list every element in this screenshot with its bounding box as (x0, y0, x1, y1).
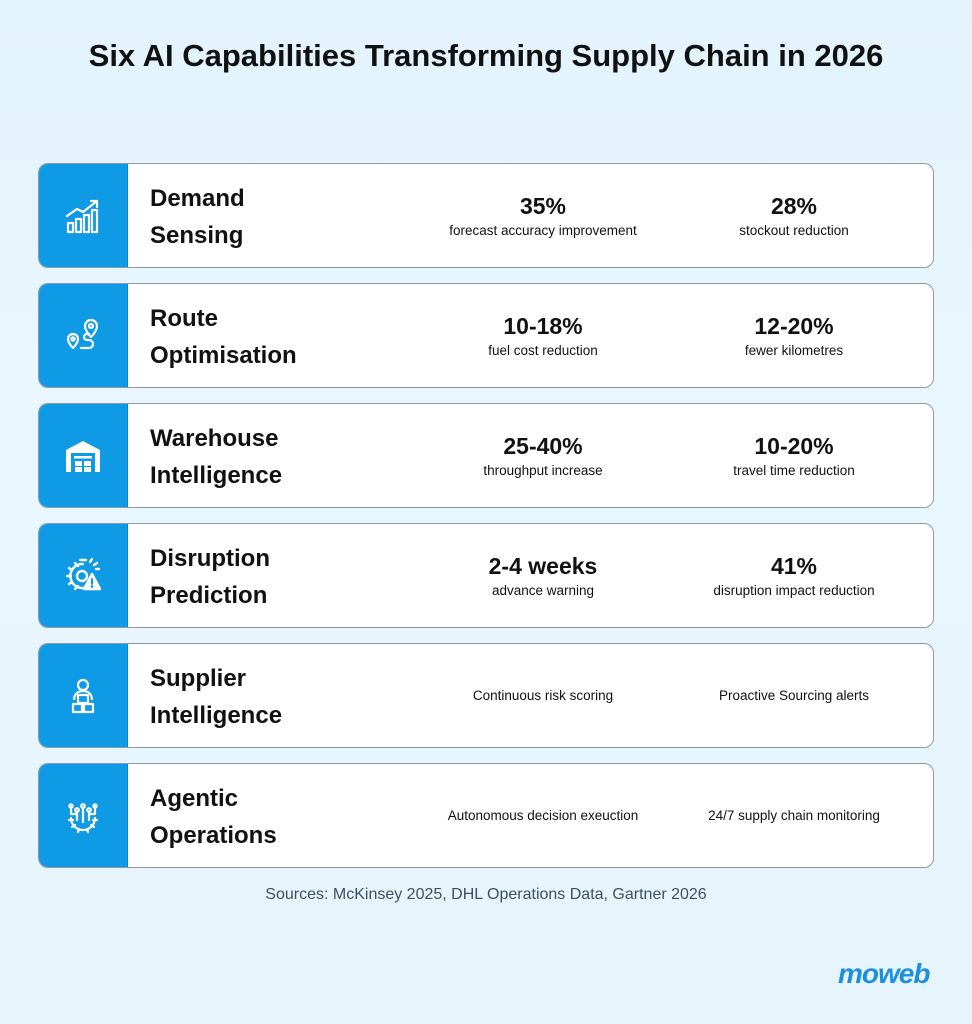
icon-panel (39, 164, 128, 267)
stat-primary: 25-40% throughput increase (413, 404, 673, 507)
stat-label: advance warning (491, 582, 595, 598)
icon-panel (39, 644, 128, 747)
capability-row-demand-sensing: Demand Sensing 35% forecast accuracy imp… (38, 163, 934, 268)
capability-name: Supplier Intelligence (150, 665, 283, 729)
stat-label: Continuous risk scoring (472, 688, 614, 703)
stat-value: 12-20% (754, 312, 834, 339)
stat-label: throughput increase (483, 462, 603, 478)
stat-primary: Continuous risk scoring (413, 644, 673, 747)
icon-panel (39, 764, 128, 867)
capability-name: Agentic Operations (150, 785, 277, 849)
icon-panel (39, 284, 128, 387)
stat-secondary: 24/7 supply chain monitoring (664, 764, 924, 867)
capability-row-route-optimisation: Route Optimisation 10-18% fuel cost redu… (38, 283, 934, 388)
growth-chart-icon (65, 199, 99, 233)
stat-primary: 35% forecast accuracy improvement (413, 164, 673, 267)
capability-list: Demand Sensing 35% forecast accuracy imp… (38, 163, 934, 883)
gear-warning-icon (65, 557, 102, 590)
route-pin-icon (66, 318, 99, 349)
brand-logo: moweb (838, 958, 930, 989)
capability-row-warehouse-intelligence: Warehouse Intelligence 25-40% throughput… (38, 403, 934, 508)
capability-name: Demand Sensing (150, 185, 245, 249)
stat-label: disruption impact reduction (713, 582, 875, 598)
stat-value: 25-40% (503, 432, 583, 459)
stat-secondary: Proactive Sourcing alerts (664, 644, 924, 747)
stat-secondary: 10-20% travel time reduction (664, 404, 924, 507)
capability-name: Warehouse Intelligence (150, 425, 283, 489)
capability-row-agentic-operations: Agentic Operations Autonomous decision e… (38, 763, 934, 868)
stat-label: Proactive Sourcing alerts (718, 688, 870, 703)
stat-value: 2-4 weeks (488, 552, 598, 579)
stat-primary: Autonomous decision exeuction (413, 764, 673, 867)
capability-name: Route Optimisation (150, 305, 297, 369)
stat-value: 10-18% (503, 312, 583, 339)
stat-value: 28% (770, 192, 818, 219)
stat-primary: 10-18% fuel cost reduction (413, 284, 673, 387)
icon-panel (39, 524, 128, 627)
page-title: Six AI Capabilities Transforming Supply … (88, 38, 884, 73)
stat-label: Autonomous decision exeuction (447, 808, 639, 823)
stat-secondary: 28% stockout reduction (664, 164, 924, 267)
stat-secondary: 41% disruption impact reduction (664, 524, 924, 627)
stat-primary: 2-4 weeks advance warning (413, 524, 673, 627)
stat-label: fuel cost reduction (488, 342, 598, 358)
icon-panel (39, 404, 128, 507)
stat-label: stockout reduction (739, 222, 849, 238)
warehouse-icon (66, 440, 100, 472)
capability-row-disruption-prediction: Disruption Prediction 2-4 weeks advance … (38, 523, 934, 628)
stat-label: forecast accuracy improvement (449, 222, 637, 238)
ai-gear-icon (67, 802, 99, 833)
stat-value: 10-20% (754, 432, 834, 459)
sources-footnote: Sources: McKinsey 2025, DHL Operations D… (265, 886, 707, 903)
capability-name: Disruption Prediction (150, 545, 270, 609)
stat-secondary: 12-20% fewer kilometres (664, 284, 924, 387)
capability-row-supplier-intelligence: Supplier Intelligence Continuous risk sc… (38, 643, 934, 748)
stat-value: 35% (519, 192, 567, 219)
stat-label: travel time reduction (733, 462, 855, 478)
stat-label: fewer kilometres (744, 342, 844, 358)
stat-label: 24/7 supply chain monitoring (708, 808, 880, 823)
stat-value: 41% (770, 552, 818, 579)
supplier-boxes-icon (71, 678, 95, 713)
